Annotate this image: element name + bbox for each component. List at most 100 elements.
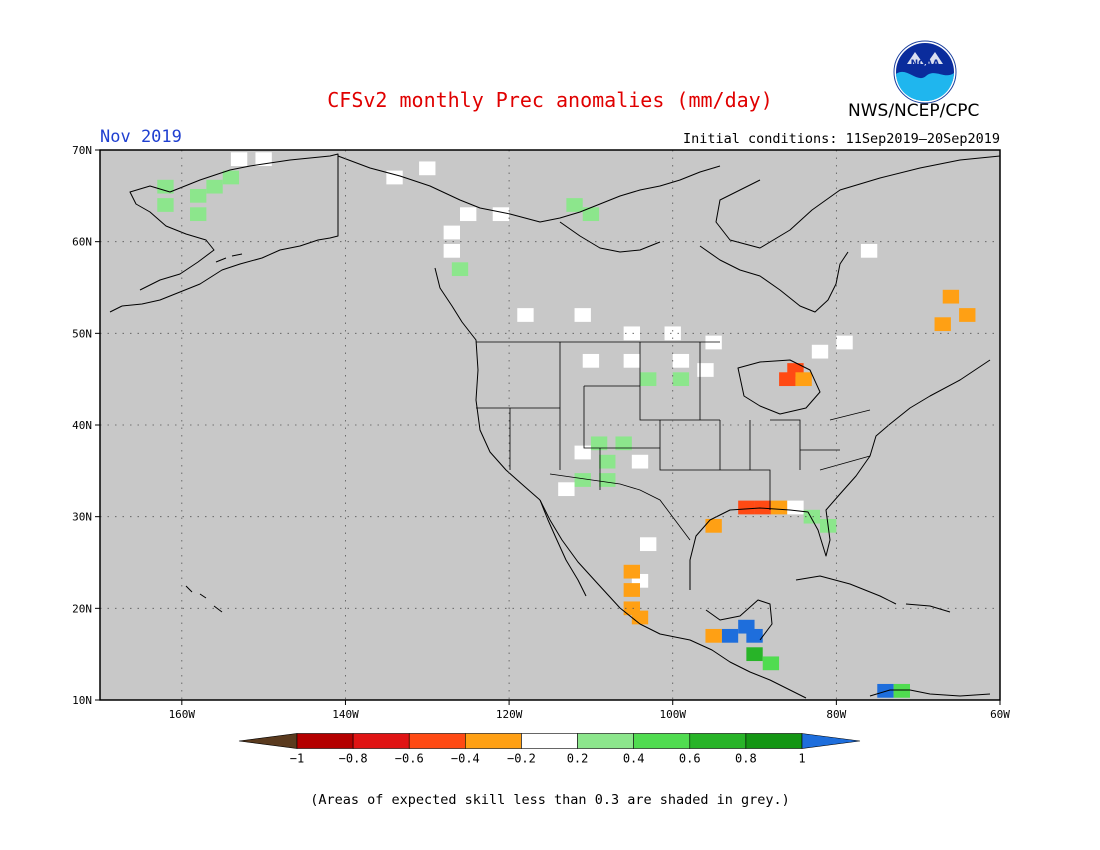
forecast-month-label: Nov 2019 [100, 127, 182, 147]
anomaly-cell [877, 683, 894, 698]
coastline-south-america [869, 689, 991, 697]
colorbar-label: −0.2 [507, 752, 536, 766]
anomaly-cell [934, 317, 951, 332]
anomaly-cell [721, 628, 739, 643]
colorbar-label: 1 [798, 752, 805, 766]
colorbar-segment [352, 733, 410, 749]
agency-label: NWS/NCEP/CPC [848, 101, 980, 121]
anomaly-cell [443, 243, 460, 258]
coastline-greenland [715, 155, 1001, 249]
anomaly-cell [893, 683, 910, 698]
tick-label-lat: 10N [72, 694, 92, 707]
anomaly-cell [582, 207, 600, 222]
anomaly-cell [640, 372, 657, 387]
colorbar-labels: −1 −0.8 −0.6 −0.4 −0.2 0.2 0.4 0.6 0.8 1 [290, 752, 806, 766]
anomaly-cell [623, 564, 640, 579]
tick-label-lat: 40N [72, 419, 92, 432]
colorbar-label: 0.8 [735, 752, 757, 766]
noaa-logo-icon: NOAA [893, 40, 957, 104]
anomaly-cell [190, 207, 207, 222]
anomaly-cell [230, 152, 248, 167]
colorbar-arrow-low [238, 733, 298, 749]
tick-label-lon: 140W [332, 708, 359, 721]
coastline-baja [539, 499, 587, 597]
anomaly-cell [738, 500, 755, 515]
anomaly-cell [746, 647, 763, 662]
anomaly-cell [836, 335, 853, 350]
anomaly-cell [615, 436, 632, 451]
border-us-mexico [549, 473, 691, 541]
anomaly-cell [705, 628, 722, 643]
tick-label-lat: 30N [72, 511, 92, 524]
anomaly-cell [574, 473, 591, 487]
colorbar-label: 0.4 [623, 752, 645, 766]
anomaly-cell [672, 353, 690, 368]
coastline-gulf [689, 359, 991, 590]
anomaly-cell [599, 473, 616, 487]
initial-conditions-label: Initial conditions: 11Sep2019–20Sep2019 [683, 131, 1000, 147]
colorbar-arrow-high [801, 733, 861, 749]
colorbar-segments [238, 733, 861, 749]
anomaly-cell [770, 500, 788, 515]
colorbar-segment [577, 733, 634, 749]
colorbar-segment [521, 733, 578, 749]
tick-label-lon: 100W [659, 708, 686, 721]
anomaly-cell [566, 198, 583, 212]
coastlines [109, 153, 1001, 699]
anomaly-cell [460, 207, 477, 222]
colorbar-label: 0.2 [567, 752, 589, 766]
anomaly-cell [664, 326, 681, 341]
colorbar-label: 0.6 [679, 752, 701, 766]
anomaly-cell [582, 353, 600, 368]
anomaly-cell [623, 583, 640, 597]
colorbar-label: −0.4 [451, 752, 480, 766]
colorbar-segment [465, 733, 522, 749]
anomaly-cell [157, 179, 174, 194]
colorbar-label: −0.8 [339, 752, 368, 766]
anomaly-cell [754, 500, 771, 515]
anomaly-cell [697, 363, 714, 377]
tick-label-lat: 50N [72, 327, 92, 340]
anomaly-cell [746, 628, 763, 643]
anomaly-cell [492, 207, 510, 222]
tick-label-lon: 160W [169, 708, 196, 721]
tick-label-lon: 80W [826, 708, 846, 721]
anomaly-cell [574, 445, 591, 460]
anomaly-cell [640, 537, 657, 552]
tick-label-lon: 60W [990, 708, 1010, 721]
anomaly-cell [386, 170, 403, 185]
anomaly-cell [517, 308, 534, 322]
anomaly-cell [222, 170, 240, 185]
anomaly-cell [942, 289, 960, 304]
anomaly-cell [762, 656, 780, 671]
anomaly-cell [860, 243, 878, 258]
colorbar-segment [408, 733, 466, 749]
coastline-mexico [539, 499, 807, 699]
colorbar-label: −1 [290, 752, 304, 766]
anomaly-cell [419, 161, 436, 176]
coastline-hispaniola [905, 603, 951, 613]
coastline-canada-arctic [337, 155, 721, 253]
axis-tick-labels: 160W 140W 120W 100W 80W 60W 10N 20N 30N 40N 50N 60N… [72, 144, 1010, 721]
anomaly-cell [705, 335, 722, 350]
colorbar-segment [745, 733, 803, 749]
coastline-hawaii [185, 585, 223, 613]
anomaly-cell [779, 372, 796, 387]
anomaly-cell [795, 372, 812, 387]
anomaly-cell [599, 454, 616, 469]
anomaly-cell [255, 152, 272, 167]
anomaly-cell [190, 188, 207, 203]
anomaly-cell [623, 353, 640, 368]
borders-us-states [476, 342, 871, 510]
tick-label-lat: 20N [72, 602, 92, 615]
coastline-aleutians [109, 253, 243, 313]
state-borders [337, 154, 871, 541]
tick-label-lat: 60N [72, 236, 92, 249]
anomaly-cell [443, 225, 460, 240]
colorbar-segment [633, 733, 691, 749]
anomaly-cell [590, 436, 608, 451]
anomaly-cell [206, 179, 223, 194]
anomaly-cell [672, 372, 690, 387]
